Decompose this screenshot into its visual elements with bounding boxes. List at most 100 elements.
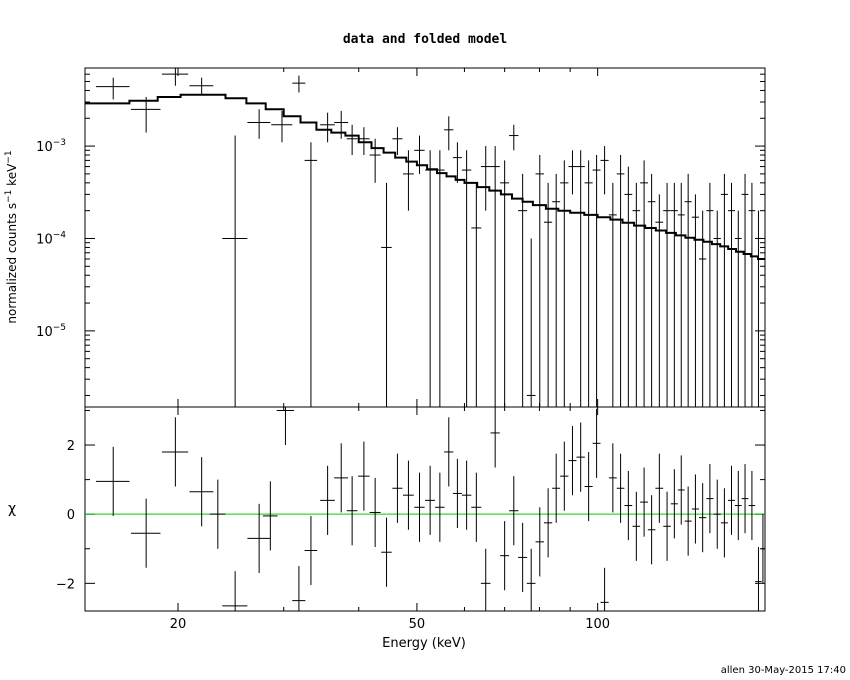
- data-point: [518, 173, 528, 407]
- data-point: [480, 146, 491, 211]
- residual-point: [509, 476, 519, 546]
- data-point: [461, 150, 472, 407]
- data-point: [713, 210, 721, 407]
- data-point: [734, 210, 742, 407]
- chart-title: data and folded model: [343, 32, 507, 47]
- y-tick-label-top: 10−5: [36, 323, 66, 340]
- residual-point: [584, 451, 593, 522]
- data-point: [670, 182, 678, 407]
- data-point: [435, 150, 445, 407]
- residual-point: [247, 503, 271, 573]
- data-point: [600, 146, 609, 195]
- top-frame: [84, 67, 766, 408]
- residual-point: [402, 460, 414, 530]
- residual-point: [452, 458, 462, 529]
- data-point: [414, 135, 425, 174]
- data-point: [576, 150, 585, 407]
- residual-point: [161, 417, 189, 487]
- residual-point: [358, 441, 370, 511]
- data-point: [698, 210, 707, 407]
- residual-point: [480, 548, 491, 611]
- data-point: [608, 182, 617, 407]
- residual-point: [684, 486, 692, 556]
- data-point: [663, 182, 671, 407]
- data-point: [755, 210, 762, 407]
- data-point: [346, 124, 358, 156]
- residual-point: [209, 479, 226, 549]
- y-tick-exp: −4: [53, 230, 67, 240]
- data-point: [640, 160, 648, 407]
- residual-point: [632, 491, 641, 561]
- residual-point: [755, 547, 762, 611]
- residual-point: [490, 407, 500, 468]
- footer-credit: allen 30-May-2015 17:40: [721, 665, 846, 676]
- y-tick-base: 10: [36, 140, 53, 155]
- residual-point: [292, 566, 306, 611]
- residual-point: [691, 474, 699, 544]
- data-point: [748, 182, 756, 407]
- residual-point: [346, 476, 358, 546]
- residual-point: [600, 567, 609, 611]
- residual-point: [616, 453, 625, 523]
- residual-point: [543, 488, 553, 558]
- data-point: [728, 182, 735, 407]
- residual-point: [663, 491, 671, 561]
- data-point: [526, 238, 536, 407]
- residual-point: [560, 441, 569, 511]
- data-point: [655, 194, 664, 407]
- data-point: [632, 182, 641, 407]
- y-label-exp1: −1: [4, 190, 14, 203]
- residual-point: [262, 481, 278, 551]
- residual-point: [461, 460, 472, 530]
- residual-point: [189, 457, 214, 527]
- data-point: [706, 182, 714, 407]
- data-point: [592, 155, 601, 407]
- residual-point: [592, 408, 601, 478]
- residual-point: [713, 479, 721, 549]
- y-axis-label-bottom: χ: [8, 501, 16, 517]
- residual-point: [95, 446, 130, 516]
- residual-point: [624, 470, 633, 541]
- residual-point: [728, 465, 735, 535]
- data-point: [130, 96, 161, 133]
- data-point: [271, 110, 293, 143]
- y-tick-base: 10: [36, 232, 53, 247]
- data-point: [425, 150, 436, 407]
- residual-point: [304, 515, 318, 586]
- data-point: [500, 160, 510, 407]
- residual-point: [761, 514, 765, 584]
- residual-point: [414, 472, 425, 542]
- data-point: [392, 127, 403, 156]
- data-point: [741, 173, 749, 407]
- residual-point: [698, 483, 707, 553]
- data-point: [304, 142, 318, 407]
- residual-point: [320, 465, 335, 535]
- residual-point: [576, 422, 585, 492]
- bottom-frame: [84, 406, 766, 612]
- y-tick-label-bottom: −2: [56, 577, 75, 592]
- residual-point: [425, 465, 436, 535]
- data-point: [334, 110, 349, 139]
- data-point: [247, 109, 271, 139]
- residual-point: [222, 571, 248, 611]
- spectrum-panel: 10−310−410−5: [36, 67, 766, 408]
- residual-point: [381, 517, 392, 587]
- data-point: [161, 68, 189, 86]
- y-tick-exp: −3: [53, 138, 66, 148]
- data-point: [358, 127, 370, 156]
- data-point: [552, 173, 561, 407]
- residual-point: [608, 443, 617, 513]
- y-tick-label-top: 10−3: [36, 138, 66, 155]
- data-point: [543, 182, 553, 407]
- x-axis-label: Energy (keV): [382, 636, 466, 651]
- data-point: [490, 146, 500, 407]
- y-tick-label-top: 10−4: [36, 230, 66, 247]
- residual-point: [471, 472, 482, 542]
- residual-point: [647, 495, 656, 565]
- residual-point: [526, 548, 536, 611]
- data-point: [471, 182, 482, 407]
- residual-point: [748, 470, 756, 541]
- x-tick-label: 100: [585, 617, 610, 632]
